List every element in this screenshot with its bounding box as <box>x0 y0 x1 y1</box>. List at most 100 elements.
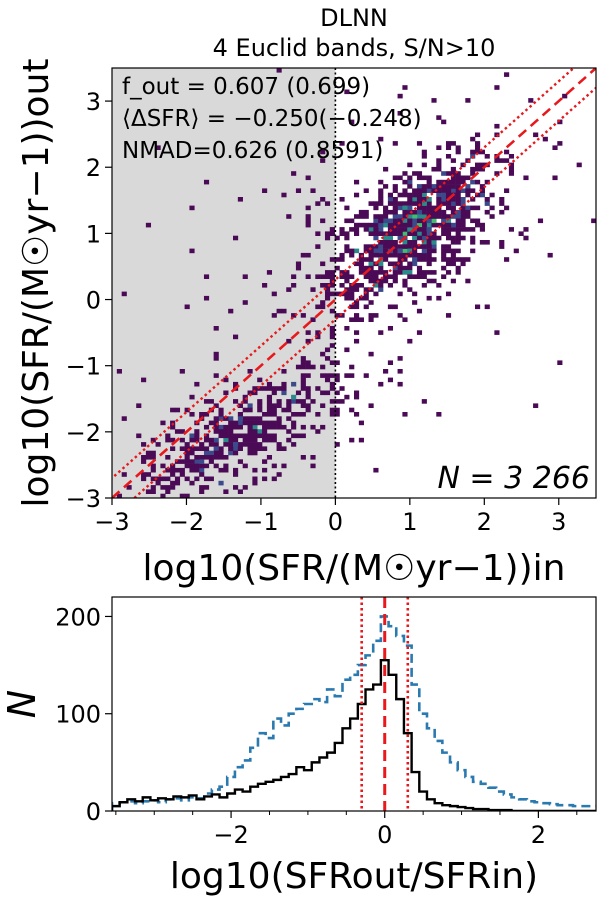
heatmap-cell <box>203 485 210 490</box>
heatmap-cell <box>412 201 418 206</box>
heatmap-cell <box>397 265 403 271</box>
heatmap-cell <box>465 188 471 193</box>
heatmap-cell <box>310 463 316 469</box>
histogram-panel: −2 0 2 0 100 200 log10(SFRout/SFRin) N <box>0 596 597 897</box>
heatmap-cell <box>247 416 253 421</box>
heatmap-cell <box>203 463 210 469</box>
heatmap-cell <box>179 437 185 443</box>
heatmap-cell <box>281 369 287 374</box>
heatmap-cell <box>291 274 297 279</box>
heatmap-cell <box>170 463 176 469</box>
heatmap-cell <box>484 240 490 245</box>
heatmap-cell <box>470 227 476 232</box>
heatmap-cell <box>194 433 200 439</box>
heatmap-cell <box>344 295 350 301</box>
heatmap-cell <box>199 459 205 464</box>
heatmap-cell <box>252 429 258 434</box>
heatmap-cell <box>421 222 427 228</box>
heatmap-cell <box>228 308 234 314</box>
heatmap-cell <box>426 179 432 185</box>
heatmap-cell <box>412 244 418 249</box>
heatmap-cell <box>416 192 423 198</box>
heatmap-cell <box>233 235 239 241</box>
heatmap-cell <box>349 287 355 292</box>
heatmap-cell <box>436 192 442 198</box>
heatmap-cell <box>508 227 515 232</box>
heatmap-cell <box>397 252 403 258</box>
histogram-plot-area <box>112 597 596 811</box>
heatmap-cell <box>436 145 442 150</box>
heatmap-cell <box>213 429 219 434</box>
heatmap-cell <box>276 308 282 314</box>
heatmap-cell <box>450 209 456 215</box>
heatmap-cell <box>465 214 471 219</box>
heatmap-cell <box>223 467 229 473</box>
heatmap-cell <box>416 252 423 258</box>
heatmap-cell <box>286 437 292 443</box>
heatmap-cell <box>368 222 374 228</box>
heatmap-cell <box>450 197 456 202</box>
heatmap-cell <box>460 179 466 185</box>
heatmap-cell <box>426 252 432 258</box>
heatmap-cell <box>329 399 335 404</box>
heatmap-cell <box>421 248 427 254</box>
heatmap-cell <box>189 467 195 473</box>
heatmap-cell <box>581 47 586 52</box>
heatmap-cell <box>315 330 321 335</box>
heatmap-cell <box>344 347 350 353</box>
heatmap-cell <box>242 394 248 400</box>
heatmap-cell <box>223 390 229 396</box>
heatmap-cell <box>300 399 306 404</box>
heatmap-cell <box>291 412 297 417</box>
heatmap-cell <box>189 394 195 400</box>
heatmap-cell <box>344 287 350 292</box>
heatmap-cell <box>213 326 219 331</box>
heatmap-cell <box>441 197 447 202</box>
heatmap-cell <box>363 265 369 271</box>
heatmap-cell <box>349 304 355 310</box>
heatmap-cell <box>78 468 83 473</box>
heatmap-cell <box>271 476 277 482</box>
heatmap-cell <box>354 261 360 267</box>
histogram-xlabel: log10(SFRout/SFRin) <box>170 856 538 897</box>
heatmap-cell <box>291 433 297 439</box>
heatmap-cell <box>208 442 214 447</box>
heatmap-cell <box>218 424 224 430</box>
heatmap-cell <box>305 390 311 396</box>
heatmap-cell <box>412 257 418 262</box>
heatmap-cell <box>286 214 292 219</box>
heatmap-cell <box>402 218 408 224</box>
heatmap-cell <box>363 373 369 378</box>
heatmap-cell <box>392 240 398 245</box>
heatmap-cell <box>421 214 427 219</box>
heatmap-cell <box>363 209 369 215</box>
heatmap-cell <box>136 433 142 439</box>
heatmap-cell <box>460 227 466 232</box>
heatmap-cell <box>407 179 413 185</box>
heatmap-cell <box>475 162 481 168</box>
heatmap-cell <box>257 442 263 447</box>
heatmap-cell <box>397 356 403 361</box>
heatmap-cell <box>552 145 558 150</box>
heatmap-cell <box>300 381 306 387</box>
heatmap-cell <box>339 283 345 288</box>
x-tick-label: 3 <box>551 508 566 536</box>
heatmap-cell <box>445 179 452 185</box>
heatmap-cell <box>213 437 219 443</box>
heatmap-cell <box>281 407 287 413</box>
heatmap-cell <box>252 424 258 430</box>
heatmap-cell <box>247 390 253 396</box>
heatmap-cell <box>175 502 180 507</box>
x-tick-label: 1 <box>402 508 417 536</box>
heatmap-cell <box>445 192 452 198</box>
heatmap-cell <box>344 270 350 275</box>
heatmap-cell <box>324 390 331 396</box>
heatmap-cell <box>368 278 374 284</box>
heatmap-cell <box>242 433 248 439</box>
heatmap-cell <box>262 467 268 473</box>
x-tick-label: −3 <box>94 508 129 536</box>
heatmap-cell <box>421 283 427 288</box>
heatmap-cell <box>378 231 384 236</box>
heatmap-cell <box>445 270 452 275</box>
heatmap-cell <box>383 222 389 228</box>
